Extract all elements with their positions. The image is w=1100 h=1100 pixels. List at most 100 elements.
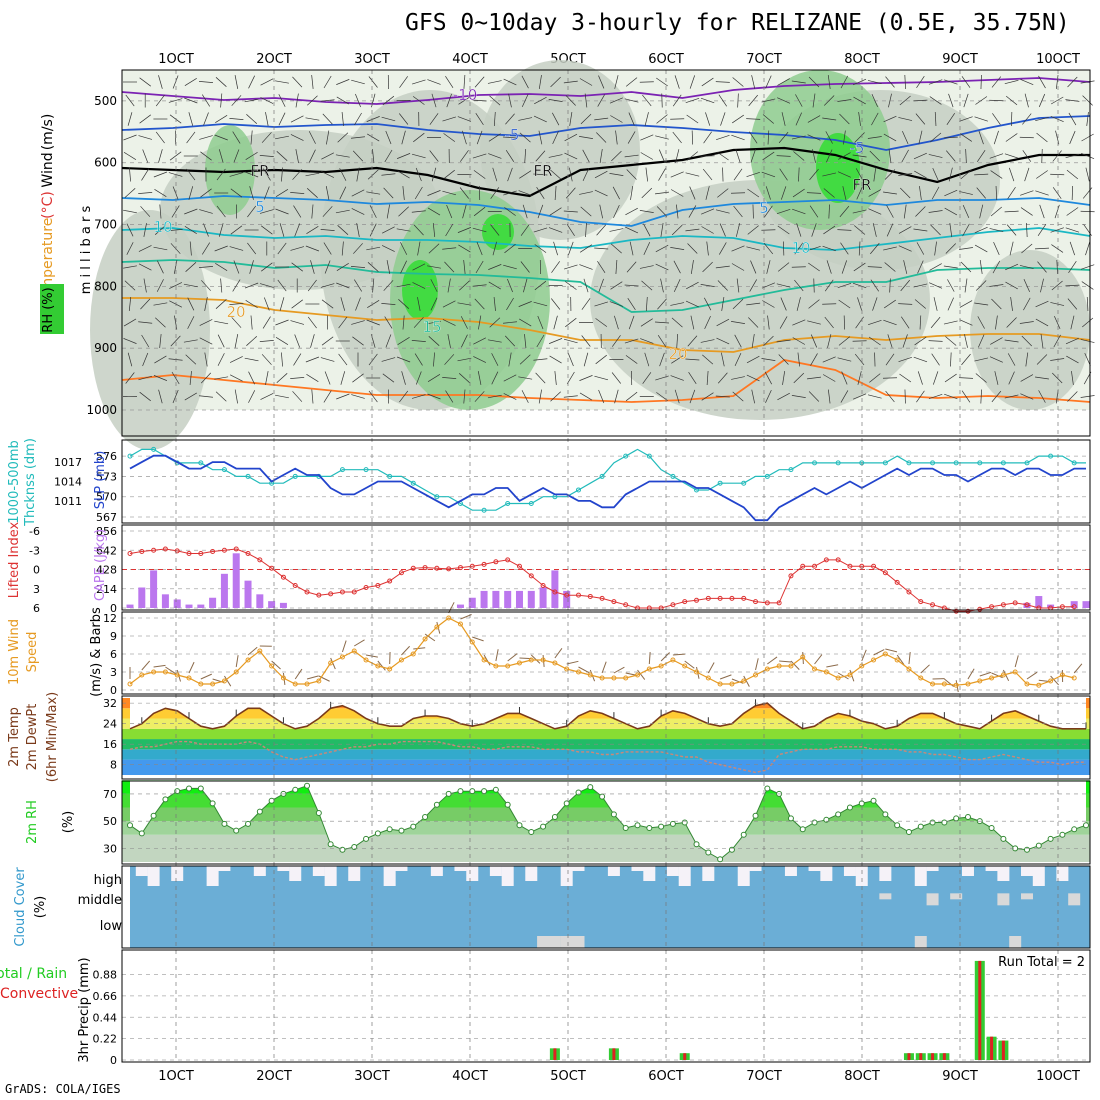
- wind-barb: [522, 204, 528, 219]
- cloud-gap-high: [607, 866, 620, 876]
- lifted-index-point: [127, 550, 133, 556]
- wind-barb: [140, 298, 151, 310]
- wind-barb: [626, 261, 637, 273]
- wind-barb: [884, 299, 896, 309]
- wind-barb: [1054, 315, 1061, 330]
- lifted-index-point: [623, 602, 629, 608]
- 2m-rh-point: [469, 788, 476, 795]
- wind-speed-point: [741, 678, 747, 684]
- wind-barb: [883, 133, 897, 142]
- wind-barb: [473, 337, 486, 345]
- surface-wind-barb: [341, 640, 347, 653]
- wind-barb: [442, 247, 457, 250]
- wind-barb: [128, 297, 132, 311]
- wind-barb: [278, 94, 286, 107]
- lifted-index-point: [705, 595, 711, 601]
- wind-barb: [858, 241, 861, 256]
- wind-barb: [930, 132, 942, 143]
- cape-bar: [515, 590, 523, 608]
- thickness-line: [129, 448, 1086, 511]
- wind-barb: [491, 371, 499, 385]
- wind-barb: [1050, 358, 1065, 361]
- wind-barb: [583, 352, 589, 367]
- wind-barb: [990, 337, 1003, 345]
- wind-barb: [305, 117, 320, 121]
- wind-barb: [595, 318, 608, 327]
- wind-barb: [701, 77, 714, 87]
- wind-barb: [671, 224, 683, 236]
- wind-barb: [838, 299, 851, 309]
- wind-barb: [427, 265, 441, 269]
- wind-barb: [399, 113, 409, 125]
- wind-barb: [295, 149, 299, 163]
- wind-barb: [614, 75, 619, 89]
- date-label-bottom: 10OCT: [1036, 1069, 1080, 1084]
- wind-barb: [751, 75, 756, 89]
- wind-barb: [265, 112, 269, 126]
- wind-barb: [229, 303, 244, 305]
- wind-barb: [958, 377, 974, 379]
- wind-barb: [599, 204, 603, 219]
- wind-barb: [548, 154, 563, 158]
- wind-barb: [231, 317, 242, 328]
- wind-barb: [259, 340, 274, 342]
- wind-barb: [229, 246, 244, 251]
- wind-barb: [172, 75, 179, 89]
- thickness-label: 1000-500mb: [7, 440, 22, 524]
- wind-speed-point: [1036, 682, 1042, 688]
- wind-barb: [415, 371, 422, 385]
- contour-label: 10: [153, 218, 172, 236]
- wind-barb: [446, 204, 453, 219]
- wind-barb: [870, 242, 880, 255]
- wind-barb: [1081, 152, 1095, 160]
- thickness-point: [1024, 460, 1030, 466]
- wind-barb: [184, 77, 197, 87]
- wind-barb: [776, 283, 791, 288]
- wind-barb: [843, 130, 846, 145]
- 2m-rh-point: [315, 809, 322, 816]
- wind-barb: [624, 154, 639, 158]
- wind-barb: [581, 298, 591, 310]
- wind-barb: [199, 135, 213, 140]
- rh-legend-swatch: [40, 284, 64, 334]
- wind-barb: [715, 265, 730, 269]
- wind-barb: [627, 297, 636, 311]
- wind-barb: [898, 117, 913, 121]
- wind-barb: [871, 112, 879, 126]
- wind-barb: [823, 188, 835, 198]
- wind-barb: [609, 97, 623, 104]
- cape-bar: [220, 573, 228, 608]
- cape-bar: [268, 601, 276, 608]
- wind-barb: [595, 354, 607, 365]
- wind-barb: [794, 242, 804, 255]
- wind-barb: [340, 371, 346, 385]
- wind-barb: [1020, 374, 1034, 382]
- wind-barb: [396, 356, 411, 363]
- wind-barb: [518, 301, 532, 307]
- wind-barb: [537, 204, 544, 219]
- temp-tick-label: 16: [103, 738, 117, 751]
- wind-speed-point: [635, 672, 641, 678]
- wind-barb: [385, 130, 392, 145]
- surface-wind-barb: [826, 664, 839, 668]
- cloud-partial-low: [914, 936, 927, 948]
- wind-barb: [706, 241, 709, 256]
- 2m-rh-point: [1047, 835, 1054, 842]
- wind-barb: [928, 394, 943, 399]
- surface-wind-barb: [495, 649, 499, 662]
- wind-speed-line: [129, 617, 1075, 686]
- wind-barb: [412, 282, 426, 289]
- surface-wind-barb: [660, 652, 670, 662]
- wind-barb: [826, 149, 833, 163]
- wind-barb: [563, 338, 578, 344]
- 2m-rh-point: [363, 835, 370, 842]
- wind-barb: [339, 186, 347, 200]
- 2m-rh-point: [988, 824, 995, 831]
- wind-barb: [594, 375, 609, 381]
- wind-barb: [1085, 241, 1091, 256]
- surface-wind-barb: [920, 664, 930, 674]
- wind-barb: [168, 358, 183, 361]
- date-label-top: 7OCT: [746, 52, 782, 67]
- cape-bar: [279, 602, 287, 608]
- wind-barb: [974, 302, 989, 306]
